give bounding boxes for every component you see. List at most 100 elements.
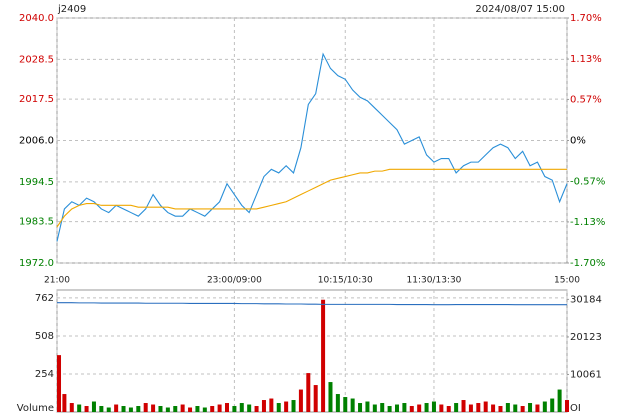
chart-title: j2409 — [57, 4, 86, 15]
volume-bar — [409, 406, 414, 412]
volume-bar — [291, 400, 296, 412]
volume-bar — [491, 404, 496, 412]
y-tick-label: 2017.5 — [19, 94, 54, 105]
volume-bar — [121, 406, 126, 412]
volume-bar — [358, 403, 363, 412]
volume-bar — [454, 403, 459, 412]
volume-bar — [224, 403, 230, 412]
y-tick-label: 508 — [35, 331, 54, 342]
volume-bar — [387, 406, 392, 412]
price-line — [56, 168, 567, 228]
volume-bar — [136, 406, 141, 412]
volume-bar — [99, 406, 104, 412]
volume-bar — [114, 404, 119, 412]
y2-tick-label: 0% — [570, 136, 586, 147]
volume-bar — [151, 404, 156, 412]
plot-frame — [56, 289, 568, 413]
volume-bar — [468, 404, 473, 412]
volume-bar — [350, 398, 355, 412]
volume-label: Volume — [17, 403, 54, 414]
price-line — [56, 52, 568, 242]
volume-bar — [261, 400, 266, 412]
volume-bar — [143, 403, 148, 412]
volume-bar — [535, 404, 540, 412]
volume-bar — [328, 382, 333, 412]
volume-bar — [417, 404, 422, 412]
oi-line — [57, 302, 567, 306]
x-tick-label: 15:00 — [554, 276, 580, 286]
y2-tick-label: -1.70% — [570, 258, 605, 269]
volume-bar — [542, 401, 547, 412]
volume-bar — [210, 406, 215, 412]
volume-bar — [254, 406, 259, 412]
volume-bar — [557, 389, 562, 412]
y-tick-label: 2006.0 — [19, 136, 54, 147]
volume-bar — [365, 401, 370, 412]
volume-bar — [188, 407, 193, 412]
y2-tick-label: 1.13% — [570, 54, 602, 65]
volume-bar — [461, 400, 466, 412]
volume-bar — [550, 398, 555, 412]
volume-bar — [284, 401, 289, 412]
volume-bar — [313, 385, 318, 412]
volume-bar — [335, 394, 340, 412]
volume-bar — [195, 406, 200, 412]
volume-bar — [513, 404, 518, 412]
y-tick-label: 1994.5 — [19, 177, 54, 188]
x-tick-label: 23:00/09:00 — [207, 276, 262, 286]
y-tick-label: 1983.5 — [19, 217, 54, 228]
timestamp: 2024/08/07 15:00 — [475, 4, 565, 15]
volume-bar — [62, 394, 67, 412]
y2-tick-label: 30184 — [570, 294, 602, 305]
volume-bar — [77, 404, 82, 412]
volume-bar — [69, 403, 74, 412]
volume-bar — [446, 406, 451, 412]
volume-bar — [276, 403, 281, 412]
y2-tick-label: 0.57% — [570, 94, 602, 105]
volume-bar — [106, 407, 111, 412]
x-tick-label: 21:00 — [44, 276, 70, 286]
volume-bar — [394, 404, 400, 412]
volume-bar — [372, 404, 377, 412]
volume-bar — [173, 406, 178, 412]
volume-bar — [343, 397, 348, 412]
volume-bar — [321, 299, 326, 412]
volume-bar — [439, 404, 444, 412]
volume-bar — [57, 355, 62, 412]
volume-bar — [158, 406, 163, 412]
volume-bar — [483, 401, 488, 412]
volume-bar — [165, 407, 170, 412]
oi-label: OI — [570, 403, 581, 414]
y2-tick-label: -0.57% — [570, 177, 605, 188]
y2-tick-label: 20123 — [570, 332, 602, 343]
volume-bar — [380, 403, 385, 412]
volume-bar — [180, 404, 185, 412]
volume-bar — [239, 403, 244, 412]
y-tick-label: 2028.5 — [19, 54, 54, 65]
x-tick-label: 10:15/10:30 — [318, 276, 373, 286]
volume-bar — [498, 406, 503, 412]
volume-bar — [520, 406, 525, 412]
volume-bar — [528, 403, 533, 412]
y2-tick-label: -1.13% — [570, 217, 605, 228]
y-tick-label: 2040.0 — [19, 13, 54, 24]
volume-bar — [402, 403, 407, 412]
volume-bar — [424, 403, 429, 412]
volume-bar — [298, 389, 303, 412]
volume-bar — [217, 404, 222, 412]
volume-bar — [269, 398, 274, 412]
volume-bar — [476, 403, 481, 412]
y-tick-label: 762 — [35, 293, 54, 304]
volume-bar — [247, 404, 252, 412]
volume-bar — [564, 400, 570, 412]
volume-bar — [202, 407, 207, 412]
y-tick-label: 254 — [35, 369, 54, 380]
y2-tick-label: 10061 — [570, 369, 602, 380]
y2-tick-label: 1.70% — [570, 13, 602, 24]
volume-bar — [91, 401, 96, 412]
volume-bar — [306, 373, 311, 412]
volume-bar — [232, 406, 237, 412]
volume-bar — [431, 401, 436, 412]
x-tick-label: 11:30/13:30 — [407, 276, 462, 286]
